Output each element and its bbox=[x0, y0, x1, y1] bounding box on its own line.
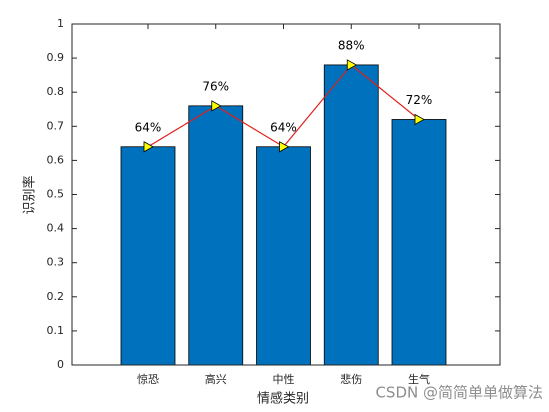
bar bbox=[391, 119, 447, 366]
y-tick-label: 0.1 bbox=[47, 324, 65, 337]
marker bbox=[414, 113, 425, 126]
x-tick-label: 惊恐 bbox=[137, 372, 159, 386]
y-axis-label: 识别率 bbox=[22, 175, 38, 214]
y-tick-label: 0.5 bbox=[47, 188, 65, 201]
y-tick-label: 1 bbox=[57, 17, 64, 30]
y-tick-label: 0.4 bbox=[47, 222, 65, 235]
value-label: 64% bbox=[135, 120, 162, 134]
axes-box bbox=[71, 23, 501, 366]
value-label: 64% bbox=[270, 120, 297, 134]
value-label: 76% bbox=[202, 79, 229, 93]
y-tick-label: 0.3 bbox=[47, 256, 65, 269]
value-label: 88% bbox=[338, 38, 365, 52]
x-axis-label: 情感类别 bbox=[257, 391, 309, 407]
marker bbox=[279, 141, 290, 153]
marker bbox=[346, 59, 358, 71]
x-tick-label: 中性 bbox=[273, 372, 295, 386]
y-tick-label: 0.8 bbox=[47, 85, 65, 98]
y-tick-label: 0.7 bbox=[47, 119, 65, 132]
y-tick-label: 0.6 bbox=[47, 153, 65, 166]
bar bbox=[256, 146, 311, 366]
value-label: 72% bbox=[406, 93, 433, 107]
x-tick-label: 悲伤 bbox=[340, 372, 362, 386]
bar bbox=[120, 146, 176, 366]
x-tick-label: 高兴 bbox=[205, 372, 227, 386]
bar bbox=[188, 105, 244, 366]
y-tick-label: 0.9 bbox=[47, 51, 65, 64]
watermark: CSDN @简简单单做算法 bbox=[375, 384, 543, 402]
y-tick-label: 0 bbox=[57, 358, 64, 371]
y-tick-label: 0.2 bbox=[47, 290, 65, 303]
marker bbox=[211, 100, 222, 112]
marker bbox=[143, 141, 154, 153]
bar bbox=[323, 64, 379, 366]
x-tick-label: 生气 bbox=[408, 372, 430, 386]
